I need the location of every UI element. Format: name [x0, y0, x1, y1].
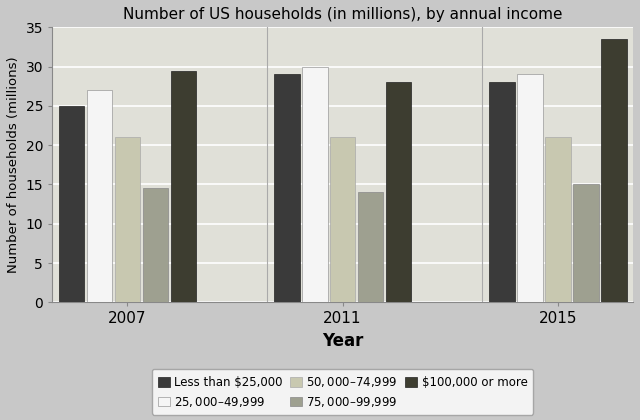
Bar [86, 90, 113, 302]
Bar [115, 137, 140, 302]
Bar [573, 184, 598, 302]
Legend: Less than $25,000, $25,000–$49,999, $50,000–$74,999, $75,000–$99,999, $100,000 o: Less than $25,000, $25,000–$49,999, $50,… [152, 369, 533, 415]
Bar [601, 39, 627, 302]
Bar [170, 71, 196, 302]
Bar [143, 189, 168, 302]
Bar [274, 74, 300, 302]
Y-axis label: Number of households (millions): Number of households (millions) [7, 57, 20, 273]
Bar [59, 106, 84, 302]
X-axis label: Year: Year [322, 332, 364, 350]
Bar [330, 137, 355, 302]
Bar [517, 74, 543, 302]
Bar [545, 137, 571, 302]
Bar [358, 192, 383, 302]
Bar [302, 67, 328, 302]
Bar [386, 82, 412, 302]
Bar [489, 82, 515, 302]
Title: Number of US households (in millions), by annual income: Number of US households (in millions), b… [123, 7, 563, 22]
